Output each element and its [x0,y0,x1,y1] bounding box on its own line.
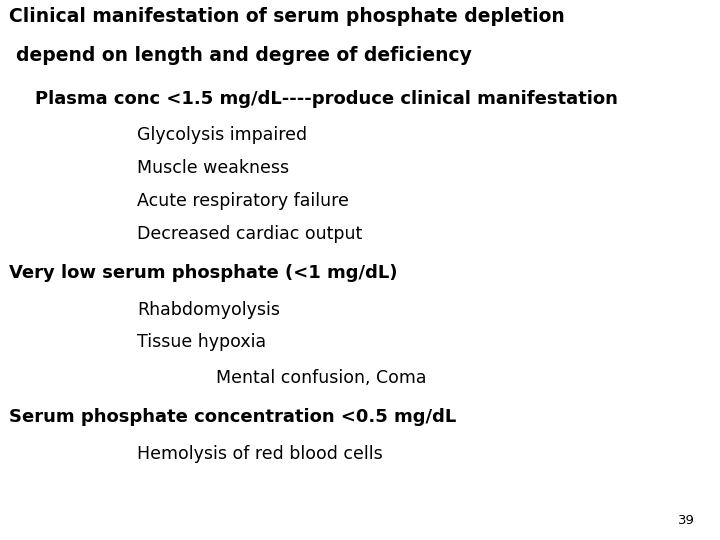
Text: Tissue hypoxia: Tissue hypoxia [137,333,266,351]
Text: depend on length and degree of deficiency: depend on length and degree of deficienc… [16,46,472,65]
Text: Clinical manifestation of serum phosphate depletion: Clinical manifestation of serum phosphat… [9,7,564,26]
Text: Very low serum phosphate (<1 mg/dL): Very low serum phosphate (<1 mg/dL) [9,264,397,282]
Text: Muscle weakness: Muscle weakness [137,159,289,177]
Text: Mental confusion, Coma: Mental confusion, Coma [216,369,426,387]
Text: Serum phosphate concentration <0.5 mg/dL: Serum phosphate concentration <0.5 mg/dL [9,408,456,426]
Text: Plasma conc <1.5 mg/dL----produce clinical manifestation: Plasma conc <1.5 mg/dL----produce clinic… [35,90,618,108]
Text: Hemolysis of red blood cells: Hemolysis of red blood cells [137,445,382,463]
Text: Decreased cardiac output: Decreased cardiac output [137,225,362,243]
Text: 39: 39 [678,514,695,526]
Text: Glycolysis impaired: Glycolysis impaired [137,126,307,144]
Text: Acute respiratory failure: Acute respiratory failure [137,192,348,210]
Text: Rhabdomyolysis: Rhabdomyolysis [137,301,280,319]
